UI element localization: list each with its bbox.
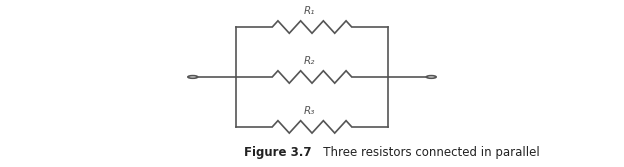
Text: R₃: R₃ [303,106,314,116]
Text: Three resistors connected in parallel: Three resistors connected in parallel [312,146,540,159]
Text: R₂: R₂ [303,56,314,66]
Circle shape [188,76,198,78]
Text: Figure 3.7: Figure 3.7 [245,146,312,159]
Circle shape [426,76,436,78]
Text: R₁: R₁ [303,6,314,16]
